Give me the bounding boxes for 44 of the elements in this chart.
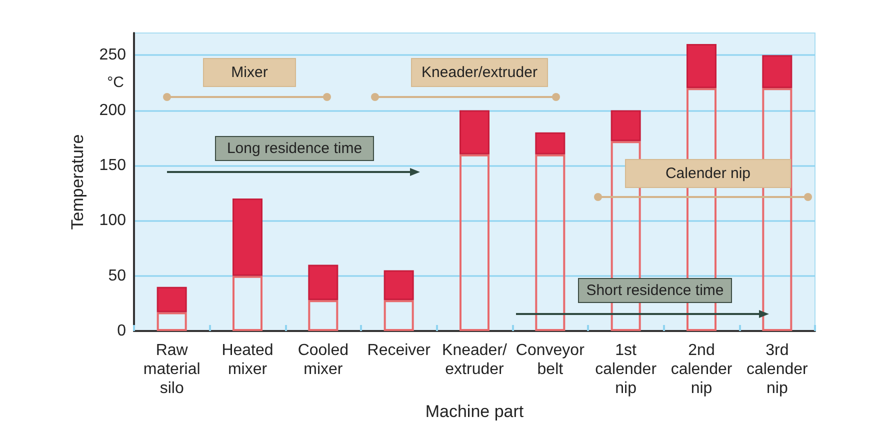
bar	[384, 270, 414, 300]
bar	[686, 44, 716, 88]
bar	[384, 300, 414, 331]
x-tick-label: Raw material silo	[143, 342, 200, 397]
bar	[156, 286, 187, 312]
label-box: Long residence time	[215, 136, 374, 161]
bar	[308, 264, 338, 300]
y-tick-label: 150	[99, 156, 126, 174]
bar	[535, 132, 566, 154]
y-tick-label: 0	[117, 322, 126, 340]
bar	[156, 312, 187, 331]
x-tick-label: 2nd calender nip	[670, 342, 733, 397]
x-tick-label: Heated mixer	[222, 342, 274, 378]
y-tick-label: 50	[108, 267, 126, 284]
bar	[762, 88, 792, 331]
bar	[460, 154, 490, 331]
x-tick-label: Kneader/ extruder	[442, 342, 508, 378]
x-tick-label: Conveyor belt	[516, 342, 586, 378]
x-tick-label: 3rd calender nip	[746, 342, 809, 397]
bar	[232, 276, 262, 331]
bar	[762, 55, 792, 88]
label-box: Short residence time	[578, 278, 732, 303]
y-axis-title: Temperature	[68, 134, 87, 230]
x-tick-label: 1st calender nip	[595, 342, 658, 397]
bar	[535, 154, 566, 331]
text: °C	[107, 74, 124, 90]
x-tick-label: Cooled mixer	[298, 342, 349, 378]
x-tick-label: Receiver	[367, 342, 432, 359]
y-tick-label: 250	[99, 46, 126, 64]
y-tick-label: 100	[99, 212, 126, 230]
annotation: Long residence time	[226, 140, 362, 157]
label-box: Calender nip	[625, 159, 791, 188]
bar	[308, 300, 338, 331]
annotation: Kneader/extruder	[422, 64, 538, 81]
bar	[610, 110, 641, 142]
bar	[460, 110, 490, 154]
label-box: Kneader/extruder	[411, 58, 548, 87]
bar	[232, 198, 262, 276]
y-tick-label: 200	[99, 102, 126, 119]
x-axis-title: Machine part	[425, 402, 524, 421]
label-box: Mixer	[203, 58, 296, 87]
annotation: Mixer	[231, 64, 268, 81]
annotation: Short residence time	[586, 282, 724, 299]
annotation: Calender nip	[665, 165, 751, 182]
